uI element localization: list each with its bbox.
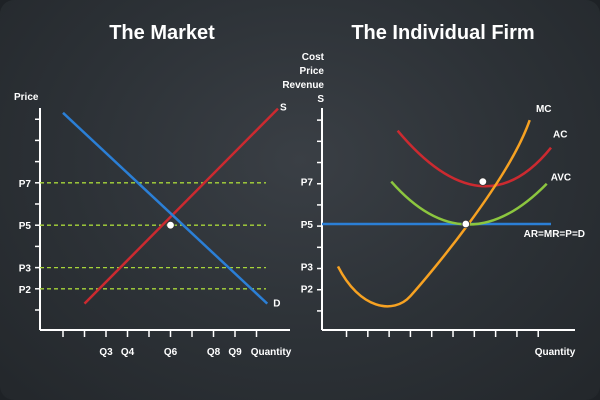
firm-chart-title: The Individual Firm (351, 22, 534, 44)
avc-curve (390, 180, 548, 226)
market-y-tick-label-p5: P5 (19, 221, 32, 232)
firm-y-axis-label-line-1: Cost (302, 52, 325, 63)
ar-mr-label: AR=MR=P=D (524, 229, 585, 240)
market-x-axis-label: Quantity (251, 347, 292, 358)
firm-y-tick-label-p3: P3 (301, 262, 314, 273)
firm-y-axis-label-line-4: S (317, 94, 324, 105)
firm-breakeven-point (478, 177, 488, 186)
firm-shutdown-point (461, 219, 470, 229)
supply-curve-label: S (280, 103, 287, 114)
market-y-tick-label-p2: P2 (19, 285, 32, 296)
supply-curve (83, 107, 279, 305)
firm-y-tick-label-p7: P7 (301, 178, 314, 189)
market-x-tick-label-q4: Q4 (121, 347, 135, 358)
market-x-tick-label-q3: Q3 (99, 347, 113, 358)
market-y-axis-label: Price (14, 92, 39, 103)
firm-x-axis-label: Quantity (535, 347, 576, 358)
market-chart-title: The Market (109, 22, 215, 44)
demand-curve (62, 111, 269, 305)
mc-curve-label: MC (536, 104, 552, 115)
demand-curve-label: D (273, 299, 280, 310)
firm-y-axis-label-line-3: Revenue (282, 80, 324, 91)
market-equilibrium-point (166, 220, 175, 230)
firm-y-tick-label-p5: P5 (301, 220, 314, 231)
ac-curve-label: AC (553, 130, 567, 141)
market-x-tick-label-q9: Q9 (228, 347, 242, 358)
firm-y-axis-label-line-2: Price (300, 66, 325, 77)
avc-curve-label: AVC (551, 173, 571, 184)
market-y-tick-label-p3: P3 (19, 264, 32, 275)
mc-curve (336, 119, 531, 308)
firm-y-tick-label-p2: P2 (301, 285, 314, 296)
market-y-tick-label-p7: P7 (19, 179, 32, 190)
market-x-tick-label-q8: Q8 (207, 347, 221, 358)
ac-curve (396, 129, 552, 188)
market-x-tick-label-q6: Q6 (164, 347, 178, 358)
